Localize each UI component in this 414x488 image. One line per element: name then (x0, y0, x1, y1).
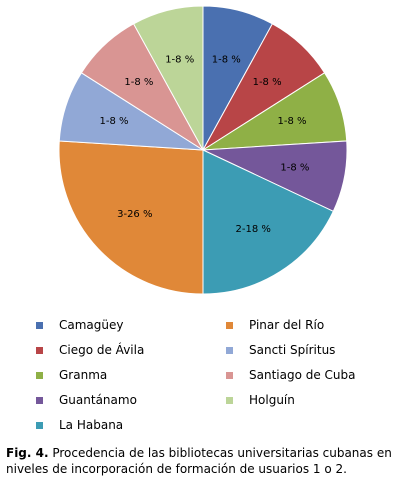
slice-data-label: 1-8 % (253, 77, 282, 88)
legend-label: Santiago de Cuba (249, 368, 356, 382)
slice-data-label: 1-8 % (99, 116, 128, 127)
legend-item: Sancti Spíritus (226, 343, 335, 357)
pie-slice (58, 140, 204, 295)
slice-data-label: 2-18 % (236, 224, 271, 235)
legend-swatch (226, 321, 233, 329)
slice-data-label: 1-8 % (165, 54, 194, 65)
legend-item: Ciego de Ávila (36, 343, 144, 357)
slice-data-label: 3-26 % (117, 209, 152, 220)
figure-caption: Fig. 4. Procedencia de las bibliotecas u… (6, 445, 410, 477)
caption-text: Procedencia de las bibliotecas universit… (6, 446, 392, 476)
legend-item: La Habana (36, 418, 123, 432)
legend-item: Santiago de Cuba (226, 368, 356, 382)
pie-chart: 1-8 % 1-8 % 1-8 % 1-8 % 2-18 % 3-26 % 1-8 % 1-8… (58, 5, 348, 295)
legend-swatch (36, 396, 43, 404)
legend-label: Pinar del Río (249, 318, 325, 332)
legend-label: Camagüey (59, 318, 124, 332)
legend-label: Granma (59, 368, 108, 382)
legend-swatch (226, 346, 233, 354)
caption-prefix: Fig. 4. (6, 446, 49, 460)
legend-item: Guantánamo (36, 393, 137, 407)
pie-slice (202, 149, 334, 295)
pie-slice (132, 5, 204, 151)
legend-swatch (226, 371, 233, 379)
legend-label: La Habana (59, 418, 124, 432)
legend-swatch (36, 321, 43, 329)
legend-item: Pinar del Río (226, 318, 324, 332)
slice-data-label: 1-8 % (277, 116, 306, 127)
legend-item: Camagüey (36, 318, 123, 332)
legend-label: Guantánamo (59, 393, 137, 407)
legend-item: Granma (36, 368, 107, 382)
legend-swatch (226, 396, 233, 404)
legend-label: Ciego de Ávila (59, 343, 145, 357)
legend-swatch (36, 346, 43, 354)
legend-swatch (36, 371, 43, 379)
legend-label: Sancti Spíritus (249, 343, 336, 357)
slice-data-label: 1-8 % (212, 54, 241, 65)
slice-data-label: 1-8 % (124, 77, 153, 88)
legend-item: Holguín (226, 393, 295, 407)
legend-label: Holguín (249, 393, 295, 407)
slice-data-label: 1-8 % (280, 163, 309, 174)
legend-swatch (36, 421, 43, 429)
